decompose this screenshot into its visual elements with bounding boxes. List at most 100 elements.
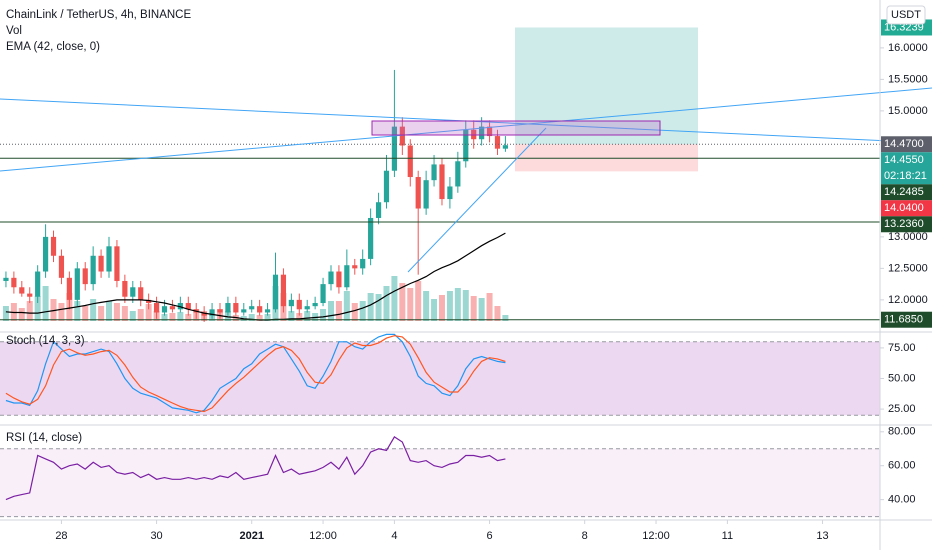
resistance-zone — [371, 120, 661, 136]
candle-body — [185, 303, 191, 310]
trend-line — [407, 127, 547, 273]
price-tag-label: 14.4700 — [884, 138, 924, 150]
price-tag-label: 14.0400 — [884, 202, 924, 214]
volume-bar — [486, 293, 493, 321]
volume-bar — [137, 309, 144, 321]
candle-body — [375, 202, 382, 218]
trend-line — [0, 87, 932, 172]
x-tick-label: 13 — [816, 530, 828, 542]
price-tag — [881, 216, 932, 233]
candle-body — [272, 274, 279, 310]
indicator-title: EMA (42, close, 0) — [6, 41, 100, 53]
candle-body — [320, 284, 326, 304]
candle-body — [114, 246, 120, 281]
countdown: 02:18:21 — [884, 170, 927, 182]
candle-body — [153, 303, 160, 313]
price-tag — [881, 152, 932, 185]
volume-bar — [106, 301, 113, 321]
volume-bar — [470, 296, 477, 321]
candle-body — [391, 126, 398, 171]
candle-body — [122, 280, 128, 297]
volume-bar — [18, 308, 25, 321]
candle-body — [264, 309, 271, 313]
currency-badge[interactable] — [886, 5, 926, 25]
volume-bar — [177, 312, 184, 321]
indicator-line — [5, 333, 506, 414]
volume-bar — [288, 311, 295, 321]
layer: 28 30 2021 12:00 4 6 8 12:00 11 13 16.0000 15.5000 1… — [55, 19, 932, 542]
volume-bar — [383, 286, 390, 321]
candle-body — [3, 277, 9, 281]
volume-bar — [327, 301, 334, 321]
price-tag-label: 14.2485 — [884, 186, 924, 198]
candle-body — [241, 309, 247, 313]
volume-bar — [42, 286, 49, 321]
candle-body — [138, 287, 144, 300]
y-tick-label: 12.5000 — [888, 262, 928, 274]
candle-body — [288, 299, 294, 307]
candle-body — [177, 303, 183, 310]
candle-body — [42, 236, 49, 272]
y-tick-label: 25.00 — [888, 403, 916, 415]
volume-bar — [423, 291, 430, 321]
candle-body — [74, 268, 80, 300]
candle-body — [106, 246, 112, 272]
volume-bar — [113, 303, 120, 321]
x-tick-label: 4 — [391, 530, 397, 542]
y-tick-label: 15.5000 — [888, 73, 928, 85]
volume-bar — [478, 298, 485, 321]
candle-body — [58, 255, 65, 278]
volume-bar — [121, 306, 128, 321]
candle-body — [455, 161, 461, 187]
candle-body — [304, 306, 310, 310]
volume-bar — [58, 303, 65, 321]
y-tick-label: 40.00 — [888, 494, 916, 506]
candle-body — [280, 274, 287, 307]
indicator-line — [5, 436, 506, 501]
candle-body — [209, 309, 215, 316]
layer — [5, 333, 506, 501]
price-tag-label: 13.2360 — [884, 218, 924, 230]
volume-bar — [438, 295, 445, 321]
volume-bar — [256, 315, 263, 321]
indicator-title: Stoch (14, 3, 3) — [6, 335, 85, 347]
price-tag — [881, 200, 932, 217]
volume-bar — [367, 293, 374, 321]
volume-bar — [320, 309, 327, 321]
volume-bar — [454, 288, 461, 321]
band — [0, 448, 880, 517]
candle-body — [90, 255, 96, 285]
candle-body — [169, 306, 176, 310]
candle-body — [249, 306, 255, 310]
candle-body — [399, 126, 405, 146]
volume-bar — [431, 299, 438, 321]
volume-bar — [82, 306, 89, 321]
candle-body — [130, 287, 136, 297]
candle-body — [431, 164, 437, 181]
y-tick-label: 60.00 — [888, 460, 916, 472]
candle-body — [344, 265, 350, 288]
y-tick-label: 13.0000 — [888, 231, 928, 243]
candle-body — [35, 271, 41, 297]
candle-body — [407, 145, 413, 178]
price-tag — [881, 184, 932, 201]
candle-body — [27, 293, 33, 297]
volume-bar — [98, 306, 105, 321]
volume-bar — [129, 311, 136, 321]
x-tick-label: 6 — [486, 530, 492, 542]
candle-body — [502, 145, 509, 149]
volume-bar — [90, 299, 97, 321]
x-tick-label: 28 — [55, 530, 67, 542]
candle-body — [19, 287, 25, 294]
y-tick-label: 15.0000 — [888, 105, 928, 117]
band — [0, 341, 880, 416]
candle-body — [415, 177, 421, 209]
candle-body — [368, 217, 374, 259]
x-tick-label: 30 — [150, 530, 162, 542]
candle-body — [217, 309, 223, 313]
volume-bar — [296, 313, 303, 321]
volume-bar — [264, 314, 271, 321]
volume-bar — [359, 301, 366, 321]
candle-body — [50, 236, 57, 256]
